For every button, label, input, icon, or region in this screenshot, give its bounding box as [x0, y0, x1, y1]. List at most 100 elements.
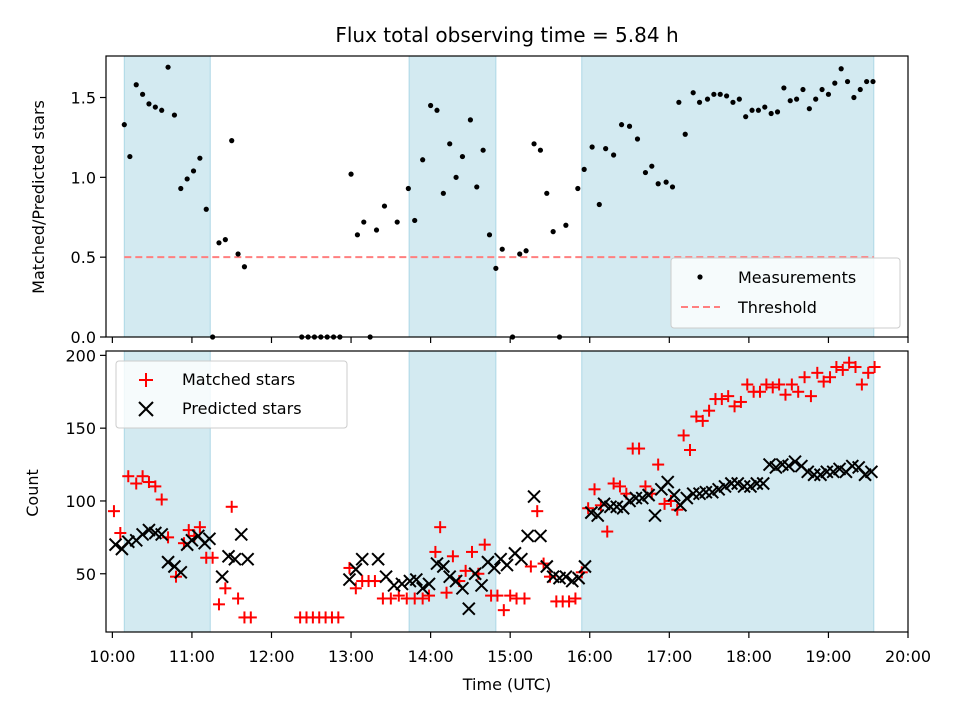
matched-point — [130, 477, 143, 490]
matched-point — [817, 375, 830, 388]
matched-point — [613, 480, 626, 493]
measurement-point — [348, 171, 354, 177]
matched-point — [446, 550, 459, 563]
measurement-point — [730, 99, 736, 105]
matched-point — [531, 505, 544, 518]
matched-point — [830, 361, 843, 374]
matched-point — [703, 404, 716, 417]
matched-point — [504, 589, 517, 602]
matched-point — [429, 545, 442, 558]
measurement-point — [755, 107, 762, 113]
matched-point — [811, 366, 824, 379]
matched-point — [206, 551, 219, 564]
measurement-point — [550, 229, 556, 235]
measurement-point — [203, 206, 209, 212]
matched-point — [136, 470, 149, 483]
y-tick-label: 1.5 — [71, 89, 96, 108]
matched-point — [142, 476, 155, 489]
matched-point — [107, 505, 120, 518]
legend-measurements-label: Measurements — [738, 268, 856, 287]
legend-threshold-label: Threshold — [737, 298, 817, 317]
measurement-point — [405, 185, 411, 192]
matched-point — [792, 385, 805, 398]
x-tick-label: 14:00 — [408, 647, 454, 666]
top-legend: Measurements Threshold — [670, 257, 901, 329]
matched-point — [798, 371, 811, 384]
predicted-stars-points — [108, 454, 879, 616]
legend-measurements-marker — [697, 274, 703, 280]
measurement-point — [152, 104, 158, 110]
predicted-point — [750, 476, 764, 491]
predicted-point — [202, 532, 217, 546]
predicted-point — [422, 577, 436, 591]
measurement-point — [544, 190, 550, 196]
predicted-point — [395, 577, 409, 591]
matched-point — [766, 381, 779, 394]
shaded-interval-0 — [123, 55, 211, 338]
matched-point — [332, 611, 345, 624]
matched-point — [563, 595, 576, 608]
matched-point — [518, 592, 531, 605]
matched-point — [225, 500, 238, 513]
bottom-legend: Matched stars Predicted stars — [115, 360, 348, 429]
measurement-point — [537, 147, 544, 153]
matched-point — [193, 521, 206, 534]
measurement-point — [354, 232, 361, 238]
matched-point — [232, 592, 245, 605]
predicted-point — [807, 468, 821, 482]
y-tick-label: 150 — [65, 419, 96, 438]
measurement-point — [361, 219, 367, 225]
measurement-point — [222, 237, 228, 243]
matched-point — [785, 378, 798, 391]
predicted-point — [520, 529, 535, 543]
matched-point — [607, 477, 620, 490]
predicted-point — [342, 572, 357, 587]
predicted-point — [409, 572, 424, 587]
x-tick-label: 20:00 — [885, 647, 931, 666]
predicted-point — [699, 485, 713, 499]
matched-point — [754, 385, 767, 398]
top-y-ticks: 0.0 0.5 1.0 1.5 — [71, 89, 106, 347]
matched-point — [639, 480, 652, 493]
measurement-point — [184, 176, 190, 182]
measurement-point — [373, 227, 380, 233]
legend-matched-label: Matched stars — [182, 370, 295, 389]
matched-point — [416, 592, 429, 605]
measurement-point — [447, 141, 453, 147]
predicted-point — [724, 476, 739, 491]
measurement-point — [235, 251, 241, 257]
matched-point — [658, 497, 671, 510]
x-tick-label: 15:00 — [487, 647, 533, 666]
predicted-point — [234, 527, 248, 542]
predicted-point — [781, 459, 796, 473]
x-tick-label: 11:00 — [169, 647, 215, 666]
measurement-point — [743, 114, 749, 120]
measurement-point — [806, 106, 812, 112]
legend-predicted-label: Predicted stars — [182, 399, 302, 418]
matched-point — [722, 390, 735, 403]
predicted-point — [462, 601, 476, 616]
predicted-point — [455, 581, 470, 596]
matched-point — [392, 589, 405, 602]
measurement-point — [493, 265, 499, 271]
predicted-point — [641, 488, 656, 502]
bottom-x-ticks: 10:00 11:00 12:00 13:00 14:00 15:00 16:00 17:00… — [89, 632, 931, 666]
matched-point — [588, 483, 601, 496]
measurement-point — [736, 96, 742, 102]
measurement-point — [787, 98, 793, 104]
predicted-point — [571, 571, 586, 585]
predicted-point — [756, 476, 770, 491]
predicted-point — [108, 537, 123, 552]
matched-point — [683, 444, 696, 457]
measurement-point — [486, 232, 493, 238]
matched-point — [491, 589, 504, 602]
measurement-point — [825, 91, 832, 97]
measurement-point — [459, 153, 466, 160]
measurement-point — [655, 181, 661, 187]
predicted-point — [603, 500, 618, 514]
matched-point — [601, 525, 614, 538]
measurement-point — [749, 107, 755, 113]
measurement-point — [381, 203, 388, 209]
measurement-point — [241, 264, 248, 270]
